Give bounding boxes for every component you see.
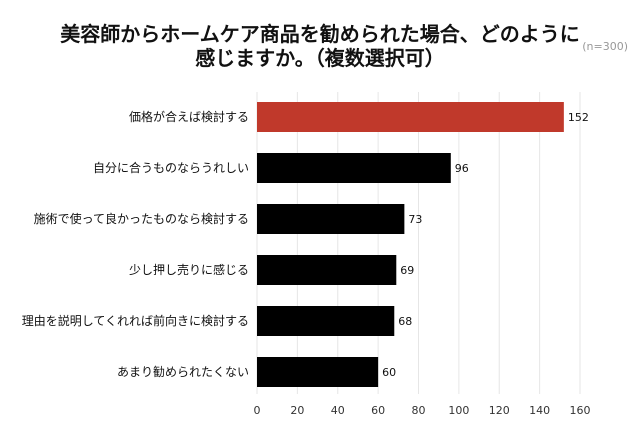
bar (257, 153, 451, 183)
category-label: 少し押し売りに感じる (129, 262, 249, 277)
bar (257, 255, 397, 285)
value-label: 60 (382, 366, 396, 379)
x-tick-label: 160 (570, 404, 591, 417)
value-label: 69 (400, 264, 414, 277)
x-tick-label: 60 (371, 404, 385, 417)
category-label: あまり勧められたくない (117, 365, 249, 379)
value-label: 68 (398, 315, 412, 328)
bar (257, 204, 405, 234)
value-label: 96 (455, 162, 469, 175)
value-label: 73 (408, 213, 422, 226)
sample-size-note: (n=300) (582, 40, 628, 53)
bar (257, 306, 395, 336)
chart-title-line-1: 美容師からホームケア商品を勧められた場合、どのように (60, 22, 580, 46)
chart-title-line-2: 感じますか。（複数選択可） (195, 46, 445, 70)
category-label: 理由を説明してくれれば前向きに検討する (22, 313, 249, 328)
bar (257, 357, 379, 387)
x-tick-label: 140 (529, 404, 550, 417)
x-tick-label: 120 (489, 404, 510, 417)
category-label: 自分に合うものならうれしい (93, 160, 249, 175)
chart-title: 美容師からホームケア商品を勧められた場合、どのように 感じますか。（複数選択可） (0, 22, 640, 70)
value-label: 152 (568, 111, 589, 124)
bar (257, 102, 564, 132)
x-tick-label: 100 (448, 404, 469, 417)
category-label: 施術で使って良かったものなら検討する (34, 211, 249, 226)
x-tick-label: 40 (331, 404, 345, 417)
x-tick-label: 0 (254, 404, 261, 417)
x-tick-label: 20 (290, 404, 304, 417)
x-tick-label: 80 (412, 404, 426, 417)
category-label: 価格が合えば検討する (129, 109, 249, 124)
